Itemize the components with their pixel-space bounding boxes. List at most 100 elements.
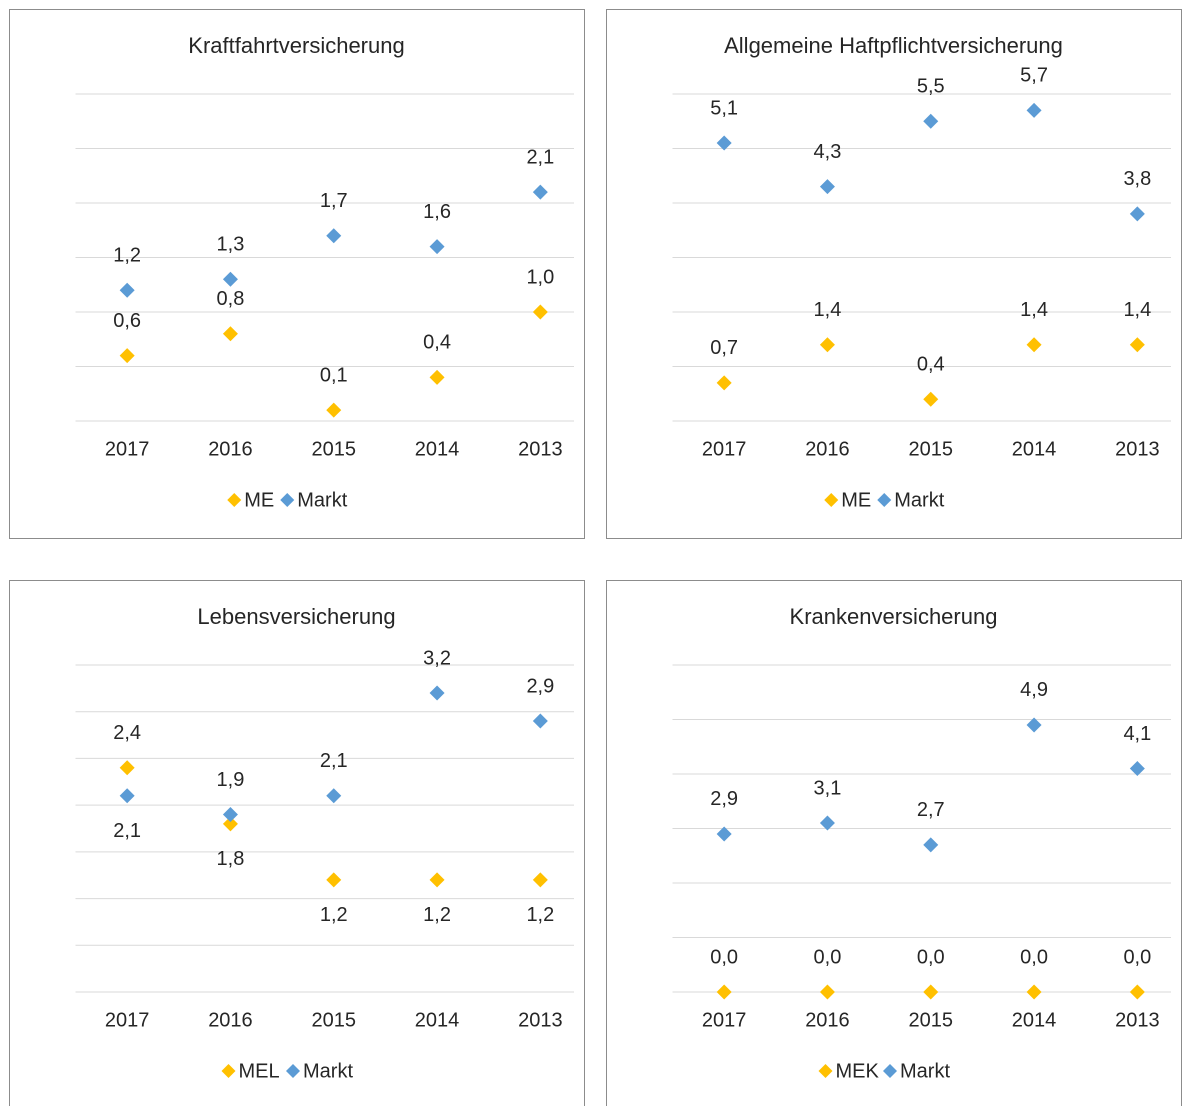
data-label: 2,4: [113, 722, 141, 744]
data-label: 4,3: [814, 141, 842, 163]
x-tick-label: 2016: [208, 438, 253, 460]
data-point: [923, 837, 939, 853]
data-point: [222, 806, 238, 822]
data-label: 0,0: [1123, 946, 1151, 968]
data-label: 0,0: [1020, 946, 1048, 968]
data-point: [119, 760, 135, 776]
legend-marker: [280, 493, 295, 507]
x-tick-label: 2015: [312, 438, 357, 460]
x-tick-label: 2017: [702, 1009, 747, 1031]
data-label: 3,8: [1123, 168, 1151, 190]
data-point: [429, 369, 445, 385]
data-point: [1026, 102, 1042, 118]
legend: MEK Markt: [818, 1060, 950, 1082]
data-label: 1,2: [113, 244, 141, 266]
data-point: [429, 239, 445, 255]
data-point: [716, 375, 732, 391]
data-point: [429, 685, 445, 701]
panel-border: [606, 9, 1182, 539]
data-point: [326, 402, 342, 418]
chart-title: Lebensversicherung: [197, 604, 395, 629]
legend-label: ME: [244, 489, 274, 511]
data-label: 5,5: [917, 76, 945, 98]
chart-panel: Lebensversicherung 2017 2016 2015 2014 2013 2,…: [9, 580, 585, 1106]
x-tick-label: 2014: [1012, 438, 1057, 460]
data-point: [326, 872, 342, 888]
legend-marker: [877, 493, 892, 507]
data-label: 1,3: [217, 234, 245, 256]
data-label: 2,1: [526, 146, 554, 168]
data-label: 0,4: [917, 353, 945, 375]
data-point: [222, 271, 238, 287]
x-tick-label: 2016: [805, 438, 850, 460]
data-point: [119, 788, 135, 804]
data-point: [326, 228, 342, 244]
data-label: 0,8: [217, 288, 245, 310]
data-point: [532, 713, 548, 729]
data-label: 1,4: [1123, 299, 1151, 321]
panel-border: [9, 580, 585, 1106]
data-point: [819, 179, 835, 195]
data-label: 1,4: [1020, 299, 1048, 321]
data-point: [1026, 984, 1042, 1000]
data-label: 1,2: [423, 904, 451, 926]
legend-marker: [883, 1064, 897, 1078]
data-point: [119, 348, 135, 364]
data-point: [119, 282, 135, 298]
data-point: [222, 326, 238, 342]
data-point: [819, 815, 835, 831]
panel-border: [9, 9, 585, 539]
legend: MEL Markt: [221, 1060, 353, 1082]
data-point: [532, 872, 548, 888]
legend: ME Markt: [227, 489, 348, 511]
data-label: 1,8: [217, 848, 245, 870]
x-tick-label: 2014: [415, 1009, 460, 1031]
data-point: [532, 184, 548, 200]
data-label: 0,4: [423, 332, 451, 354]
data-label: 2,1: [113, 820, 141, 842]
data-point: [716, 826, 732, 842]
x-tick-label: 2015: [909, 438, 954, 460]
data-point: [532, 304, 548, 320]
data-label: 3,2: [423, 647, 451, 669]
chart-title: Krankenversicherung: [790, 604, 998, 629]
legend-label: MEL: [239, 1060, 280, 1082]
data-label: 0,7: [710, 337, 738, 359]
x-tick-label: 2013: [1115, 1009, 1160, 1031]
x-tick-label: 2016: [208, 1009, 253, 1031]
data-label: 5,7: [1020, 65, 1048, 87]
data-point: [923, 984, 939, 1000]
panel-border: [606, 580, 1182, 1106]
chart-panel: Kraftfahrtversicherung 2017 2016 2015 2014 20…: [9, 9, 585, 539]
x-tick-label: 2013: [1115, 438, 1160, 460]
legend-label: ME: [841, 489, 871, 511]
x-tick-label: 2016: [805, 1009, 850, 1031]
data-point: [1129, 984, 1145, 1000]
data-point: [716, 135, 732, 151]
data-point: [819, 984, 835, 1000]
data-label: 1,9: [217, 769, 245, 791]
data-label: 2,9: [710, 788, 738, 810]
data-point: [429, 872, 445, 888]
data-label: 5,1: [710, 97, 738, 119]
chart-title: Kraftfahrtversicherung: [188, 33, 404, 58]
data-label: 2,9: [526, 675, 554, 697]
x-tick-label: 2015: [909, 1009, 954, 1031]
data-label: 3,1: [814, 777, 842, 799]
legend-marker: [221, 1064, 236, 1078]
data-label: 0,6: [113, 310, 141, 332]
legend-label: Markt: [297, 489, 347, 511]
data-label: 1,6: [423, 201, 451, 223]
chart-title: Allgemeine Haftpflichtversicherung: [724, 33, 1063, 58]
data-point: [1026, 717, 1042, 733]
data-label: 0,0: [917, 946, 945, 968]
data-label: 2,1: [320, 750, 348, 772]
x-tick-label: 2015: [312, 1009, 357, 1031]
data-point: [222, 816, 238, 832]
data-point: [923, 113, 939, 129]
legend-label: Markt: [900, 1060, 950, 1082]
x-tick-label: 2017: [105, 438, 150, 460]
x-tick-label: 2013: [518, 438, 563, 460]
data-label: 0,0: [710, 946, 738, 968]
